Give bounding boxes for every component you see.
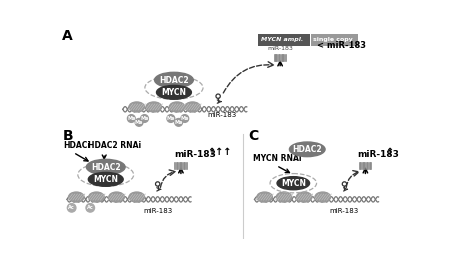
Text: ↑↑↑: ↑↑↑: [207, 147, 232, 157]
Text: HDAC2: HDAC2: [292, 145, 322, 154]
Ellipse shape: [257, 192, 273, 202]
Ellipse shape: [290, 142, 325, 157]
Circle shape: [67, 204, 76, 212]
Text: HDACi: HDACi: [63, 141, 90, 150]
Ellipse shape: [86, 159, 125, 175]
Text: A: A: [63, 29, 73, 43]
Ellipse shape: [296, 192, 312, 202]
Text: B: B: [63, 129, 73, 143]
Text: Me: Me: [140, 116, 149, 121]
Text: MYCN: MYCN: [281, 179, 306, 188]
Text: Me: Me: [135, 120, 143, 125]
Text: miR-183: miR-183: [174, 150, 216, 159]
FancyBboxPatch shape: [311, 34, 357, 46]
Text: HDAC2: HDAC2: [159, 76, 189, 84]
Circle shape: [167, 115, 175, 122]
Text: C: C: [248, 129, 259, 143]
Text: miR-183: miR-183: [357, 150, 400, 159]
Circle shape: [128, 115, 135, 122]
Text: MYCN RNAi: MYCN RNAi: [253, 154, 301, 163]
Circle shape: [86, 204, 94, 212]
Circle shape: [175, 119, 182, 126]
Text: HDAC2: HDAC2: [91, 162, 120, 172]
Ellipse shape: [88, 172, 123, 186]
Ellipse shape: [69, 192, 84, 202]
Text: Ac: Ac: [87, 205, 93, 210]
Ellipse shape: [185, 102, 201, 112]
Text: ↑: ↑: [385, 147, 393, 157]
Ellipse shape: [155, 72, 193, 88]
Ellipse shape: [169, 102, 185, 112]
Text: MYCN: MYCN: [162, 88, 186, 97]
Text: miR-183: miR-183: [267, 46, 293, 51]
Circle shape: [181, 115, 189, 122]
Circle shape: [135, 119, 143, 126]
Text: < miR-183: < miR-183: [317, 41, 365, 51]
Text: Me: Me: [167, 116, 175, 121]
Text: miR-183: miR-183: [143, 208, 173, 214]
Text: Me: Me: [181, 116, 189, 121]
Ellipse shape: [315, 192, 330, 202]
Ellipse shape: [109, 192, 124, 202]
Text: miR-183: miR-183: [330, 208, 359, 214]
Text: MYCN: MYCN: [93, 175, 118, 184]
Text: Ac: Ac: [68, 205, 75, 210]
Text: miR-183: miR-183: [207, 112, 237, 118]
Circle shape: [141, 115, 148, 122]
Text: Me: Me: [174, 120, 183, 125]
Text: HDAC2 RNAi: HDAC2 RNAi: [88, 141, 141, 150]
Ellipse shape: [277, 177, 310, 190]
Ellipse shape: [156, 86, 191, 99]
FancyBboxPatch shape: [258, 34, 310, 46]
Ellipse shape: [129, 102, 145, 112]
Ellipse shape: [276, 192, 292, 202]
Text: Me: Me: [127, 116, 136, 121]
Text: single copy: single copy: [313, 37, 353, 43]
Ellipse shape: [89, 192, 104, 202]
Text: MYCN ampl.: MYCN ampl.: [261, 37, 303, 43]
Ellipse shape: [146, 102, 162, 112]
Ellipse shape: [129, 192, 145, 202]
